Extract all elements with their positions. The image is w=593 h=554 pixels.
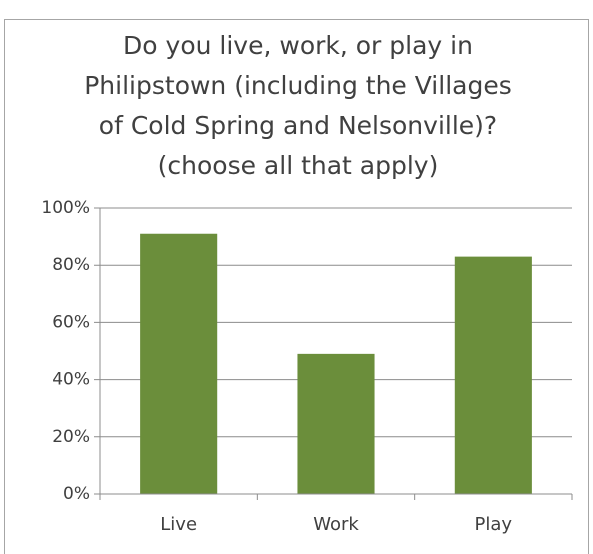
- bar: [454, 256, 532, 494]
- chart-title: of Cold Spring and Nelsonville)?: [99, 111, 497, 140]
- chart-title: (choose all that apply): [158, 151, 439, 180]
- bar: [297, 353, 375, 494]
- x-tick-label: Play: [475, 514, 513, 535]
- y-tick-label: 60%: [52, 312, 90, 332]
- y-tick-label: 0%: [63, 484, 90, 504]
- y-tick-label: 40%: [52, 370, 90, 390]
- chart-title: Do you live, work, or play in: [123, 31, 473, 60]
- y-tick-label: 20%: [52, 427, 90, 447]
- chart-title: Philipstown (including the Villages: [84, 71, 512, 100]
- y-tick-label: 80%: [52, 255, 90, 275]
- x-tick-label: Live: [160, 514, 197, 535]
- y-tick-label: 100%: [41, 198, 90, 218]
- x-tick-label: Work: [313, 514, 359, 535]
- bar: [140, 233, 218, 495]
